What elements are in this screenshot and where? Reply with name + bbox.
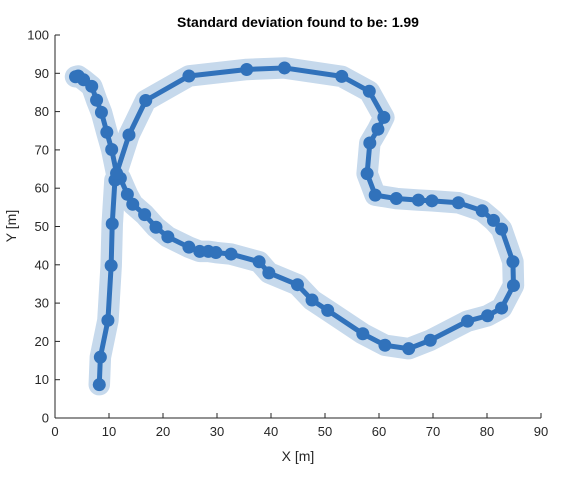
data-point [110, 166, 124, 180]
data-point [209, 246, 223, 260]
data-point [101, 313, 115, 327]
data-point [305, 293, 319, 307]
data-point [475, 204, 489, 218]
y-axis-label: Y [m] [3, 210, 19, 242]
data-point [278, 61, 291, 75]
y-tick-label: 70 [35, 142, 49, 157]
data-point [105, 217, 119, 231]
data-point [182, 69, 196, 83]
data-point [486, 213, 500, 227]
data-point [321, 303, 335, 317]
data-point [100, 125, 114, 139]
data-point [402, 342, 416, 356]
x-tick-label: 10 [102, 424, 116, 439]
x-tick-label: 70 [426, 424, 440, 439]
data-point [425, 194, 439, 208]
y-tick-label: 50 [35, 219, 49, 234]
x-tick-label: 80 [480, 424, 494, 439]
data-point [495, 222, 509, 236]
data-point [92, 378, 106, 392]
data-point [371, 122, 385, 136]
data-point [182, 240, 196, 254]
data-point [290, 278, 304, 292]
data-point [90, 93, 104, 107]
data-point [94, 105, 108, 119]
series-point-layer [69, 61, 520, 392]
x-axis-label: X [m] [282, 448, 315, 464]
data-point [335, 69, 349, 83]
y-tick-label: 10 [35, 372, 49, 387]
x-tick-label: 40 [264, 424, 278, 439]
data-point [122, 128, 136, 142]
data-point [506, 278, 520, 292]
data-point [93, 350, 107, 364]
data-point [262, 266, 276, 280]
x-tick-label: 50 [318, 424, 332, 439]
data-point [378, 338, 392, 352]
data-point [362, 84, 376, 98]
axes-layer: 0 10 20 30 40 50 60 70 80 90 0 10 20 30 40 50 60 70 80 90 10… [27, 28, 548, 440]
data-point [377, 110, 391, 124]
data-point [360, 167, 374, 181]
data-point [481, 309, 495, 323]
data-point [363, 136, 377, 150]
data-point [411, 193, 425, 207]
data-point [105, 143, 119, 157]
data-point [126, 197, 140, 211]
data-point [389, 192, 403, 206]
data-point [368, 188, 382, 202]
data-point [495, 301, 509, 315]
data-point [356, 327, 370, 341]
data-point [252, 255, 266, 269]
x-tick-label: 0 [51, 424, 58, 439]
y-tick-label: 90 [35, 66, 49, 81]
y-tick-label: 0 [42, 411, 49, 426]
x-tick-label: 60 [372, 424, 386, 439]
data-point [423, 333, 437, 347]
y-tick-label: 30 [35, 296, 49, 311]
data-point [461, 314, 475, 328]
y-tick-label: 60 [35, 181, 49, 196]
data-point [120, 187, 134, 201]
data-point [240, 62, 254, 76]
y-tick-label: 20 [35, 334, 49, 349]
y-tick-label: 100 [27, 28, 49, 43]
x-tick-label: 90 [534, 424, 548, 439]
x-tick-label: 30 [210, 424, 224, 439]
data-point [138, 208, 152, 222]
y-tick-label: 40 [35, 257, 49, 272]
data-point [224, 247, 238, 261]
y-tick-label: 80 [35, 104, 49, 119]
data-point [161, 230, 175, 244]
data-point [451, 196, 465, 210]
data-point [139, 93, 153, 107]
data-point [104, 259, 118, 273]
data-point [69, 70, 83, 84]
data-point [149, 220, 163, 234]
data-point [506, 255, 520, 269]
chart-title: Standard deviation found to be: 1.99 [177, 14, 419, 30]
x-tick-label: 20 [156, 424, 170, 439]
